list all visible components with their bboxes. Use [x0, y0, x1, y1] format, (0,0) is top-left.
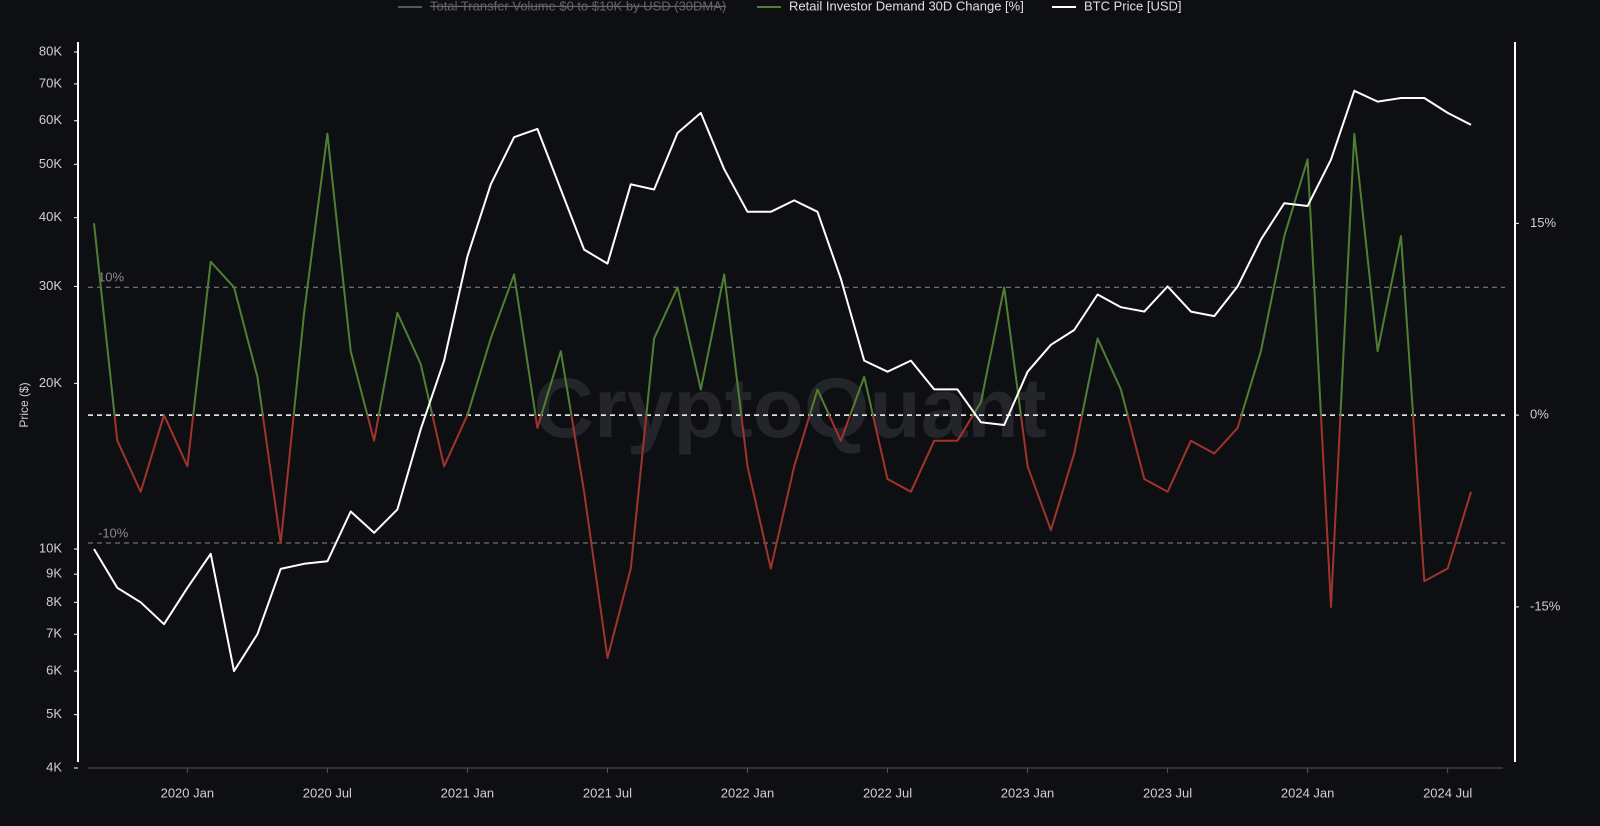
y-tick-label: 80K — [39, 43, 62, 58]
y2-tick-label: 15% — [1530, 215, 1556, 230]
x-tick-label: 2021 Jan — [441, 785, 495, 800]
x-tick-label: 2023 Jan — [1001, 785, 1055, 800]
y-tick-label: 8K — [46, 594, 62, 609]
reference-label: -10% — [98, 525, 129, 540]
x-tick-label: 2023 Jul — [1143, 785, 1192, 800]
legend-label: Retail Investor Demand 30D Change [%] — [789, 0, 1024, 13]
x-tick-label: 2024 Jan — [1281, 785, 1335, 800]
reference-label: 10% — [98, 270, 124, 285]
y-tick-label: 9K — [46, 566, 62, 581]
y2-tick-label: -15% — [1530, 598, 1561, 613]
y-tick-label: 4K — [46, 759, 62, 774]
y-tick-label: 30K — [39, 278, 62, 293]
watermark: CryptoQuant — [533, 361, 1046, 455]
y-tick-label: 6K — [46, 663, 62, 678]
x-tick-label: 2024 Jul — [1423, 785, 1472, 800]
y-tick-label: 70K — [39, 75, 62, 90]
y-tick-label: 20K — [39, 375, 62, 390]
series-line — [93, 132, 1472, 659]
x-tick-label: 2020 Jan — [161, 785, 215, 800]
legend-label: BTC Price [USD] — [1084, 0, 1182, 13]
y2-tick-label: 0% — [1530, 407, 1549, 422]
x-tick-label: 2021 Jul — [583, 785, 632, 800]
y-tick-label: 10K — [39, 540, 62, 555]
y-tick-label: 40K — [39, 209, 62, 224]
legend-label: Total Transfer Volume $0 to $10K by USD … — [430, 0, 726, 13]
x-tick-label: 2020 Jul — [303, 785, 352, 800]
y-tick-label: 7K — [46, 626, 62, 641]
y-tick-label: 5K — [46, 706, 62, 721]
x-tick-label: 2022 Jul — [863, 785, 912, 800]
y-tick-label: 60K — [39, 112, 62, 127]
series-line — [93, 89, 1472, 673]
x-tick-label: 2022 Jan — [721, 785, 775, 800]
y-tick-label: 50K — [39, 156, 62, 171]
y-axis-title: Price ($) — [17, 382, 31, 427]
